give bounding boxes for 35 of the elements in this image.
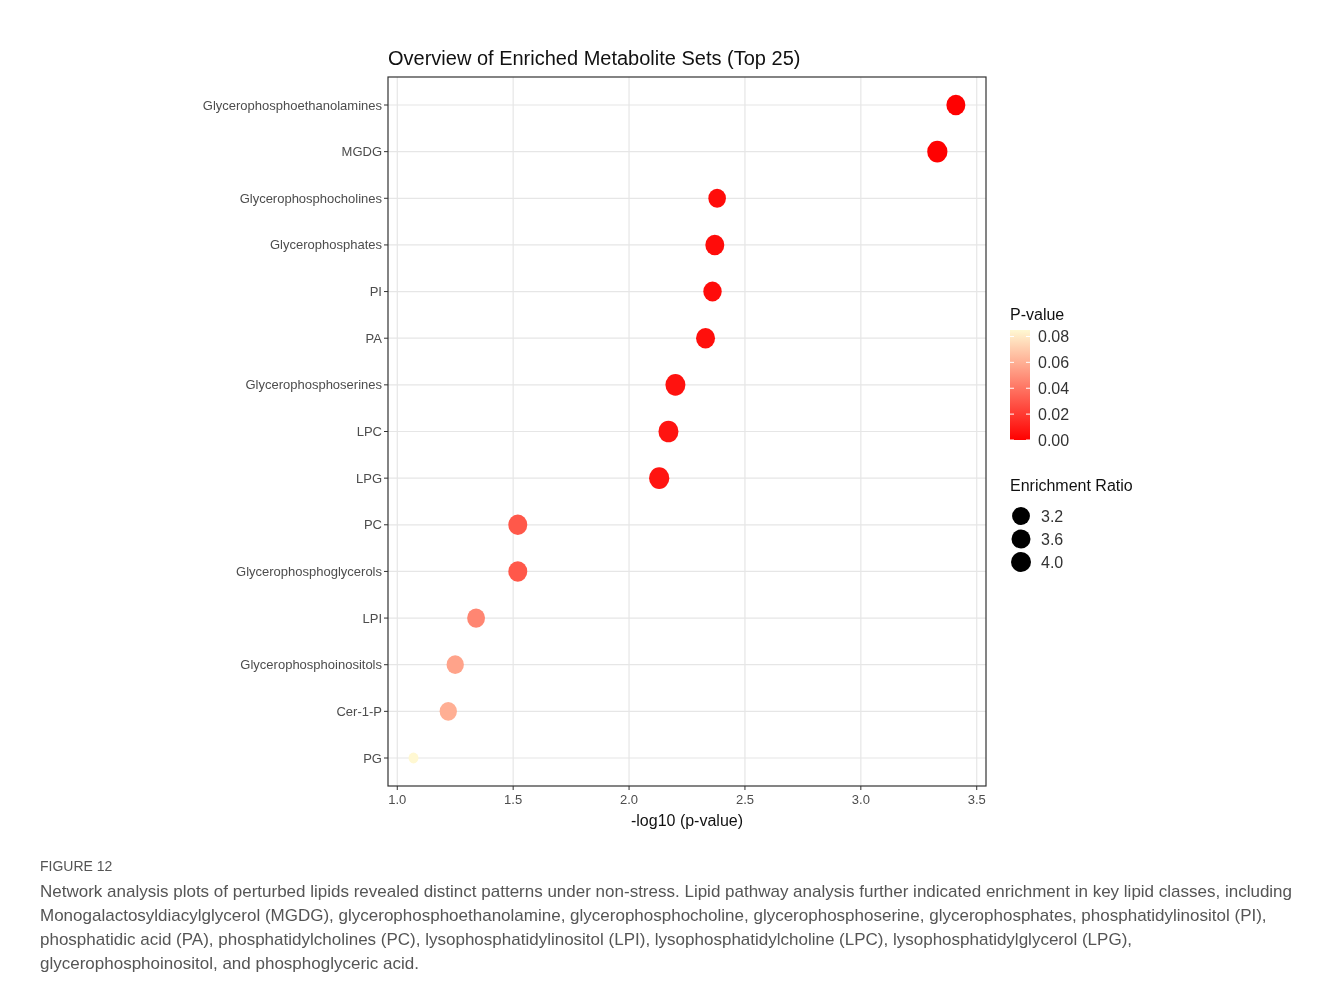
y-tick-label: Glycerophosphoinositols — [240, 657, 383, 673]
y-tick-label: Glycerophosphoserines — [245, 377, 383, 393]
y-tick-label: Glycerophosphocholines — [239, 190, 383, 206]
y-tick-label: Glycerophosphates — [269, 237, 383, 253]
x-tick-label: 2.5 — [735, 792, 754, 807]
x-tick-label: 2.0 — [620, 792, 639, 807]
y-tick-label: LPI — [362, 610, 382, 626]
color-bar-label: 0.08 — [1038, 328, 1070, 346]
y-tick-label: PI — [369, 284, 382, 300]
color-bar-label: 0.04 — [1038, 379, 1070, 397]
y-tick-label: PA — [365, 330, 383, 346]
caption: FIGURE 12 — [40, 858, 114, 874]
y-tick-label: Glycerophosphoglycerols — [236, 563, 383, 579]
legend-label: 3.2 — [1041, 507, 1064, 525]
legend-title: Enrichment Ratio — [1010, 477, 1133, 494]
color-bar-label: 0.02 — [1038, 405, 1070, 423]
y-tick-label: MGDG — [341, 144, 382, 160]
y-tick-label: Glycerophosphoethanolamines — [202, 97, 383, 113]
x-tick-label: 3.5 — [967, 792, 986, 807]
y-tick-label: Cer-1-P — [336, 703, 382, 719]
x-tick-label: 3.0 — [851, 792, 870, 807]
y-tick-label: LPC — [356, 424, 382, 440]
y-tick-label: PG — [363, 750, 382, 766]
x-axis-title: -log10 (p-value) — [630, 812, 744, 829]
color-bar-label: 0.00 — [1038, 431, 1070, 449]
x-tick-label: 1.5 — [504, 792, 523, 807]
legend-label: 4.0 — [1041, 553, 1064, 571]
legend-label: 3.6 — [1041, 530, 1064, 548]
text: Network analysis plots of perturbed lipids revealed distinct patterns under non-stress. Lipid pathway analysis further indicated enrichment in key lipid classes, including Monogalactosyldiacylglycerol (MGDG), glycerophosphoethanolamine, glycerophosphocholine, glycerophosphoserine, glycerophosphates, phosphatidylinositol (PI), phosphatidic acid (PA), phosphatidylcholines (PC), lysophosphatidylinositol (LPI), lysophosphatidylcholine (LPC), lysophosphatidylglycerol (LPG), glycerophosphoinositol, and phosphoglyceric acid. — [40, 881, 1294, 975]
color-bar-label: 0.06 — [1038, 353, 1070, 371]
x-tick-label: 1.0 — [388, 792, 407, 807]
chart-title: Overview of Enriched Metabolite Sets (Top 25) — [388, 47, 801, 69]
y-tick-label: PC — [363, 517, 382, 533]
color-bar-title: P-value — [1010, 306, 1065, 323]
y-tick-label: LPG — [355, 470, 382, 486]
